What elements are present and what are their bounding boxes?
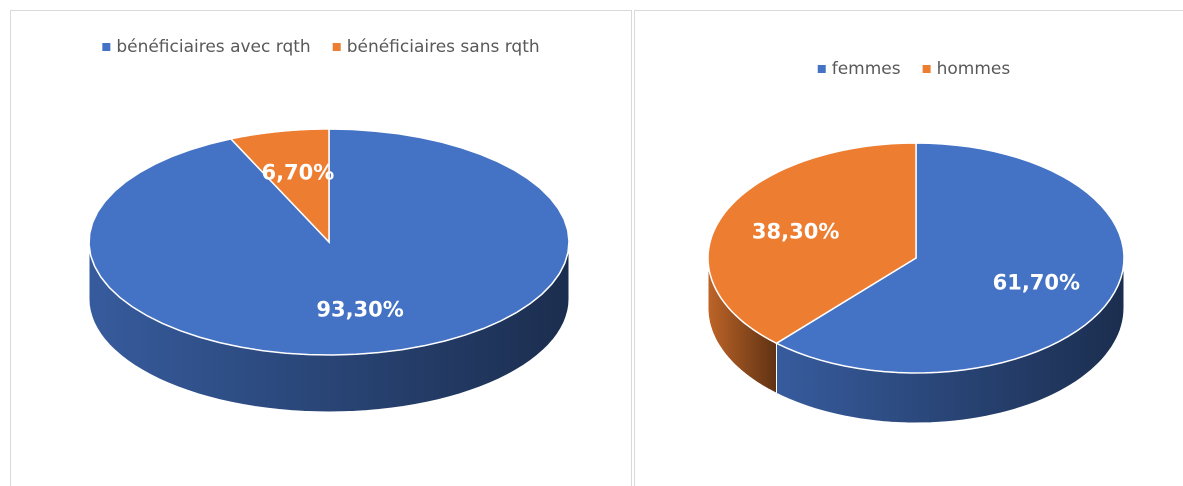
legend-swatch <box>922 65 931 73</box>
data-label: 38,30% <box>752 219 839 243</box>
slice <box>774 142 1125 374</box>
legend-label: hommes <box>937 59 1011 79</box>
slice <box>229 128 330 244</box>
slice <box>707 142 917 345</box>
legend-label: femmes <box>832 59 901 79</box>
legend-swatch <box>102 43 111 51</box>
legend-label: bénéficiaires sans rqth <box>347 37 540 57</box>
data-label: 6,70% <box>261 160 334 184</box>
legend-label: bénéficiaires avec rqth <box>116 37 310 57</box>
data-label: 93,30% <box>316 298 403 322</box>
legend-swatch <box>332 43 341 51</box>
data-label: 61,70% <box>993 271 1080 295</box>
legend-swatch <box>817 65 826 73</box>
